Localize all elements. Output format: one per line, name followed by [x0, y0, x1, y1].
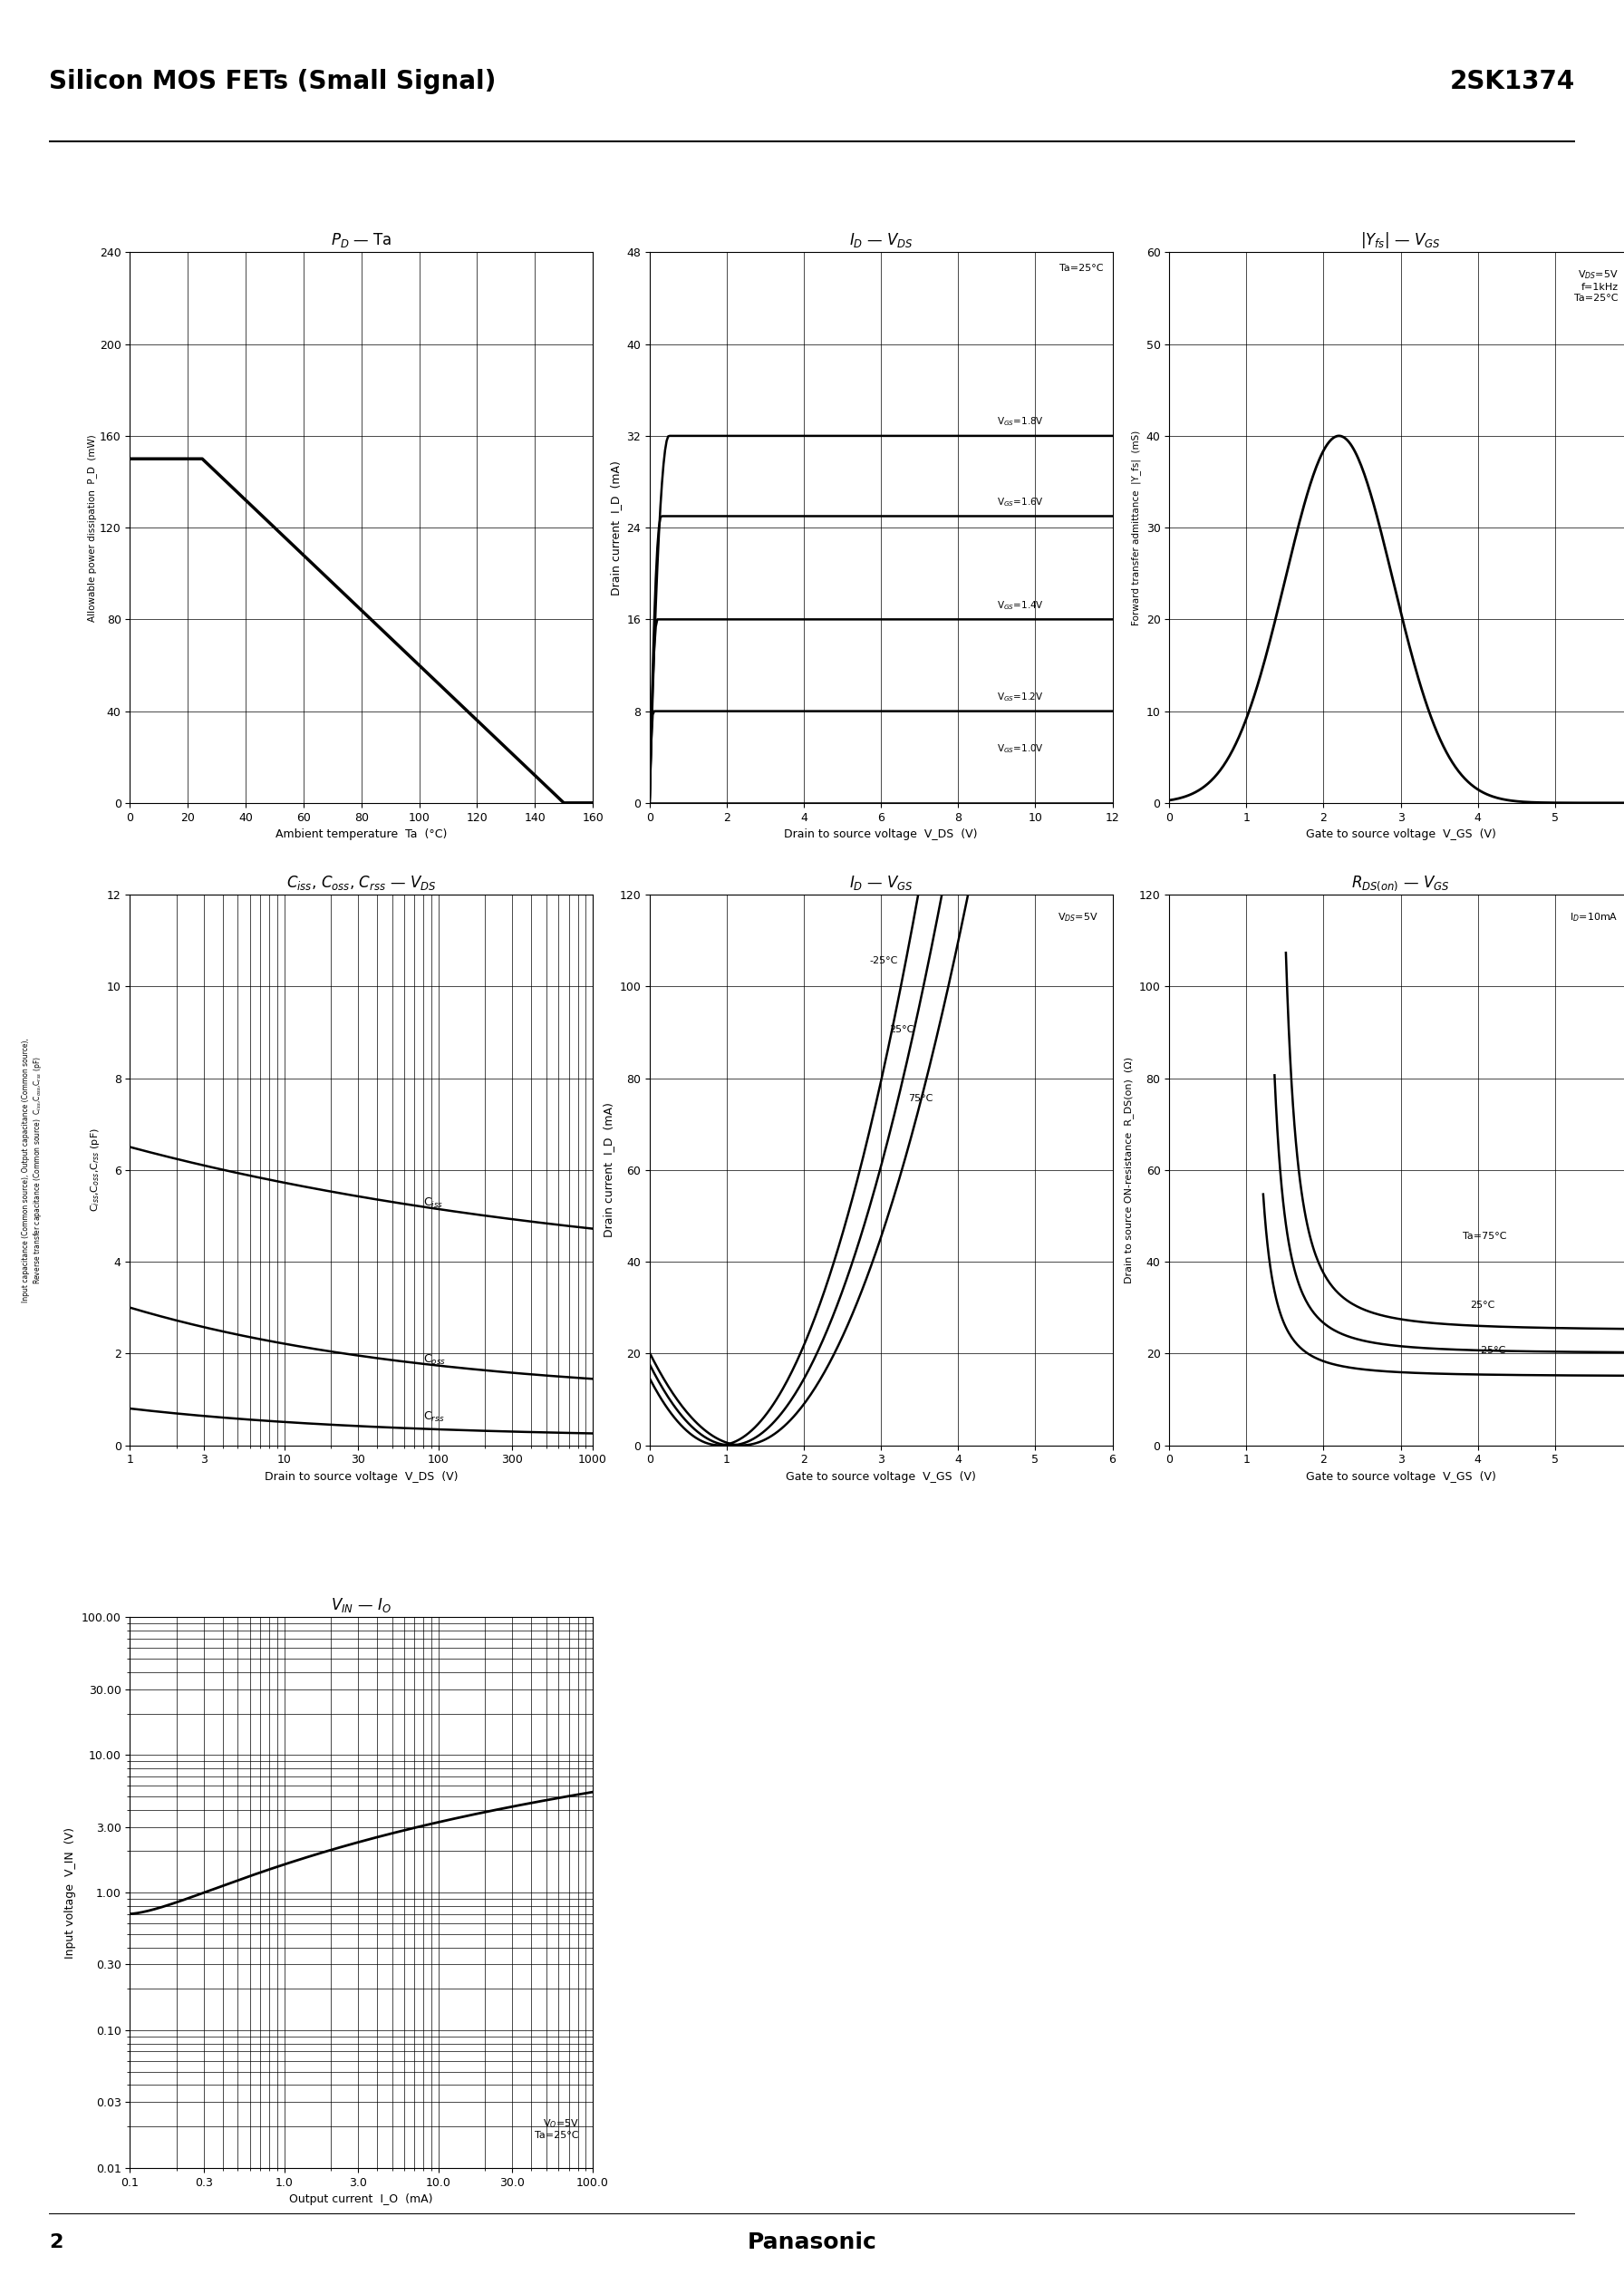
Text: C$_{rss}$: C$_{rss}$: [424, 1411, 445, 1425]
Text: V$_{GS}$=1.6V: V$_{GS}$=1.6V: [997, 496, 1044, 509]
Y-axis label: C$_{iss}$,C$_{oss}$,C$_{rss}$ (pF): C$_{iss}$,C$_{oss}$,C$_{rss}$ (pF): [89, 1129, 102, 1211]
Text: -25°C: -25°C: [869, 957, 898, 966]
Text: 25°C: 25°C: [1470, 1301, 1496, 1310]
Y-axis label: Forward transfer admittance  |Y_fs|  (mS): Forward transfer admittance |Y_fs| (mS): [1130, 429, 1142, 626]
Text: Ta=75°C: Ta=75°C: [1462, 1232, 1507, 1241]
Text: C$_{iss}$: C$_{iss}$: [424, 1197, 443, 1211]
Y-axis label: Allowable power dissipation  P_D  (mW): Allowable power dissipation P_D (mW): [88, 434, 97, 622]
Title: $|Y_{fs}|$ — $V_{GS}$: $|Y_{fs}|$ — $V_{GS}$: [1361, 229, 1440, 250]
Text: Panasonic: Panasonic: [747, 2232, 877, 2253]
Text: C$_{oss}$: C$_{oss}$: [424, 1353, 447, 1367]
Text: 2: 2: [49, 2234, 63, 2250]
Text: I$_D$=10mA: I$_D$=10mA: [1570, 911, 1618, 924]
Text: Silicon MOS FETs (Small Signal): Silicon MOS FETs (Small Signal): [49, 69, 495, 94]
X-axis label: Drain to source voltage  V_DS  (V): Drain to source voltage V_DS (V): [784, 828, 978, 840]
Text: V$_{GS}$=1.0V: V$_{GS}$=1.0V: [997, 743, 1044, 755]
Text: 2SK1374: 2SK1374: [1450, 69, 1575, 94]
Title: $I_D$ — $V_{DS}$: $I_D$ — $V_{DS}$: [849, 232, 913, 250]
X-axis label: Gate to source voltage  V_GS  (V): Gate to source voltage V_GS (V): [1306, 1470, 1496, 1482]
Y-axis label: Drain current  I_D  (mA): Drain current I_D (mA): [603, 1103, 614, 1236]
Y-axis label: Drain to source ON-resistance  R_DS(on)  (Ω): Drain to source ON-resistance R_DS(on) (…: [1124, 1058, 1134, 1282]
X-axis label: Gate to source voltage  V_GS  (V): Gate to source voltage V_GS (V): [786, 1470, 976, 1482]
Text: V$_{GS}$=1.2V: V$_{GS}$=1.2V: [997, 690, 1043, 704]
Text: V$_{GS}$=1.8V: V$_{GS}$=1.8V: [997, 415, 1044, 429]
X-axis label: Output current  I_O  (mA): Output current I_O (mA): [289, 2193, 434, 2205]
Text: 25°C: 25°C: [888, 1025, 914, 1035]
Text: V$_{GS}$=1.4V: V$_{GS}$=1.4V: [997, 599, 1044, 612]
Title: $R_{DS(on)}$ — $V_{GS}$: $R_{DS(on)}$ — $V_{GS}$: [1351, 874, 1450, 892]
Y-axis label: Input voltage  V_IN  (V): Input voltage V_IN (V): [65, 1826, 76, 1959]
Y-axis label: Drain current  I_D  (mA): Drain current I_D (mA): [609, 461, 622, 594]
Text: Ta=25°C: Ta=25°C: [1059, 264, 1103, 273]
Title: $P_D$ — Ta: $P_D$ — Ta: [331, 232, 391, 250]
X-axis label: Drain to source voltage  V_DS  (V): Drain to source voltage V_DS (V): [265, 1470, 458, 1482]
Text: Input capacitance (Common source), Output capacitance (Common source),
Reverse t: Input capacitance (Common source), Outpu…: [21, 1037, 44, 1303]
Title: $C_{iss}$, $C_{oss}$, $C_{rss}$ — $V_{DS}$: $C_{iss}$, $C_{oss}$, $C_{rss}$ — $V_{DS…: [286, 874, 437, 892]
Title: $V_{IN}$ — $I_O$: $V_{IN}$ — $I_O$: [331, 1597, 391, 1615]
Text: 75°C: 75°C: [908, 1094, 932, 1103]
Text: V$_{DS}$=5V
f=1kHz
Ta=25°C: V$_{DS}$=5V f=1kHz Ta=25°C: [1574, 268, 1618, 303]
X-axis label: Gate to source voltage  V_GS  (V): Gate to source voltage V_GS (V): [1306, 828, 1496, 840]
Text: V$_O$=5V
Ta=25°C: V$_O$=5V Ta=25°C: [534, 2117, 578, 2140]
Text: -25°C: -25°C: [1478, 1347, 1507, 1356]
X-axis label: Ambient temperature  Ta  (°C): Ambient temperature Ta (°C): [276, 828, 447, 840]
Text: V$_{DS}$=5V: V$_{DS}$=5V: [1057, 911, 1098, 924]
Title: $I_D$ — $V_{GS}$: $I_D$ — $V_{GS}$: [849, 874, 913, 892]
